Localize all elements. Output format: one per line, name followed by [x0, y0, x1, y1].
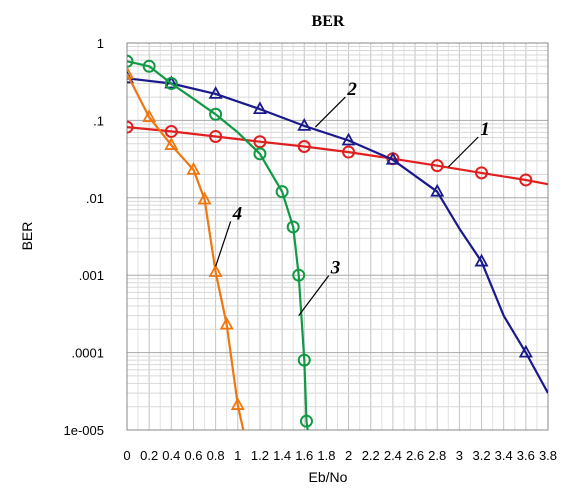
x-tick-label: 0.2 — [140, 448, 158, 463]
x-tick-label: 2.2 — [362, 448, 380, 463]
data-point — [208, 86, 223, 99]
data-point — [127, 120, 134, 134]
curve-label-3: 3 — [330, 258, 341, 279]
data-point — [292, 268, 306, 282]
data-point — [286, 220, 300, 234]
series-line — [127, 77, 548, 394]
curve-label-2: 2 — [346, 79, 357, 100]
x-tick-label: 1.2 — [251, 448, 269, 463]
data-point — [475, 166, 489, 180]
x-tick-labels: 0 0.2 0.4 0.6 0.8 1 1.2 1.4 1.6 1.8 2 2.2 2.4 2.6 2.8 3… — [123, 448, 557, 463]
x-tick-label: 2.8 — [428, 448, 446, 463]
series-layer — [127, 54, 548, 430]
x-tick-label: 0 — [123, 448, 130, 463]
y-tick-label: .0001 — [71, 346, 104, 361]
curve-label-1: 1 — [480, 119, 490, 140]
x-axis-label: Eb/No — [309, 469, 348, 485]
data-point — [275, 185, 289, 199]
annotation-leader — [314, 96, 346, 128]
y-tick-label: 1 — [97, 36, 104, 51]
data-point — [297, 353, 311, 367]
x-tick-label: 3 — [456, 448, 463, 463]
data-point — [209, 107, 223, 121]
data-point — [342, 145, 356, 159]
x-tick-label: 0.6 — [184, 448, 202, 463]
x-tick-label: 2.6 — [406, 448, 424, 463]
x-tick-label: 1 — [234, 448, 241, 463]
data-point — [164, 124, 178, 138]
x-tick-label: 1.8 — [317, 448, 335, 463]
data-point — [142, 109, 157, 123]
data-point — [385, 151, 400, 165]
data-point — [127, 65, 135, 79]
data-point — [518, 344, 533, 358]
curve-annotations: 1 2 3 4 — [215, 79, 490, 317]
data-point — [164, 76, 178, 90]
x-tick-label: 0.8 — [207, 448, 225, 463]
data-point — [519, 173, 533, 187]
y-tick-label: .1 — [93, 113, 104, 128]
data-point — [253, 135, 267, 149]
data-point — [430, 159, 444, 173]
data-point — [209, 129, 223, 143]
x-tick-label: 3.6 — [517, 448, 535, 463]
x-tick-label: 3.8 — [539, 448, 557, 463]
data-point — [430, 183, 445, 197]
y-tick-label: .01 — [86, 191, 104, 206]
series-4 — [127, 65, 245, 430]
annotation-leader — [215, 221, 232, 267]
x-tick-label: 2 — [345, 448, 352, 463]
x-tick-label: 2.4 — [384, 448, 402, 463]
x-tick-label: 1.4 — [273, 448, 291, 463]
data-point — [253, 147, 267, 161]
plot-area: 1 2 3 4 — [126, 42, 549, 431]
x-tick-label: 1.6 — [295, 448, 313, 463]
plot-border — [126, 42, 549, 431]
data-point — [208, 264, 223, 277]
data-point — [297, 117, 312, 131]
data-point — [164, 137, 179, 150]
data-point — [230, 397, 245, 410]
y-tick-label: 1e-005 — [64, 423, 104, 438]
data-point — [474, 253, 489, 267]
data-point — [186, 161, 201, 175]
data-point — [127, 54, 134, 68]
y-tick-label: .001 — [79, 268, 104, 283]
annotation-leader — [447, 136, 479, 168]
series-1 — [127, 120, 548, 187]
y-axis-label: BER — [19, 222, 35, 251]
x-tick-label: 0.4 — [162, 448, 180, 463]
series-line — [127, 126, 548, 186]
curve-label-4: 4 — [232, 203, 243, 224]
data-point — [252, 101, 267, 114]
data-point — [197, 191, 212, 205]
chart-title: BER — [312, 13, 345, 30]
data-point — [299, 414, 313, 428]
x-tick-label: 3.2 — [472, 448, 490, 463]
data-point — [341, 132, 356, 146]
series-line — [127, 73, 245, 430]
series-line — [127, 60, 309, 430]
x-tick-label: 3.4 — [495, 448, 513, 463]
data-point — [219, 316, 234, 330]
series-3 — [127, 54, 313, 430]
data-point — [142, 59, 156, 73]
annotation-leader — [298, 275, 330, 317]
y-tick-labels: 1 .1 .01 .001 .0001 1e-005 — [64, 36, 104, 438]
data-point — [297, 140, 311, 154]
